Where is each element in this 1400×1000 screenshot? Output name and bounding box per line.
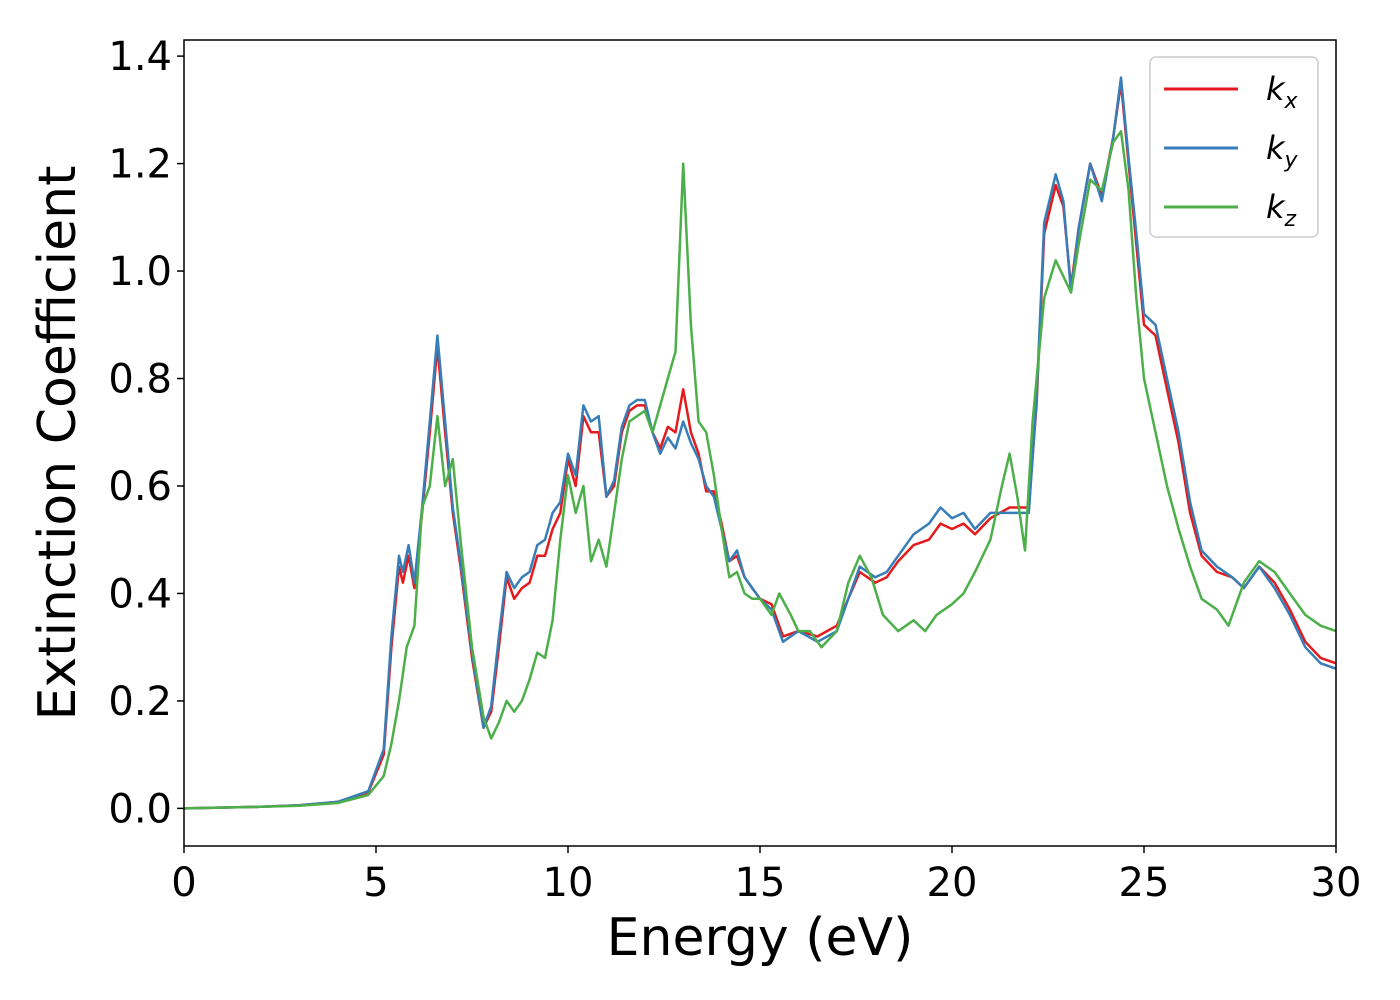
- legend-label-y: ky: [1266, 129, 1299, 173]
- y-axis-title: Extinction Coefficient: [28, 166, 88, 721]
- y-tick-label: 1.2: [108, 142, 172, 188]
- x-axis-title: Energy (eV): [607, 908, 914, 968]
- x-tick-label: 20: [927, 860, 978, 906]
- legend-label-z: kz: [1266, 188, 1297, 232]
- y-tick-label: 1.0: [108, 249, 172, 295]
- y-tick-label: 0.6: [108, 464, 172, 510]
- y-tick-label: 0.0: [108, 786, 172, 832]
- legend: kx ky kz: [1149, 56, 1319, 238]
- x-tick-label: 5: [363, 860, 388, 906]
- y-tick-label: 0.4: [108, 571, 172, 617]
- x-tick-label: 30: [1311, 860, 1362, 906]
- y-tick-label: 0.8: [108, 357, 172, 403]
- series-line-z: [183, 130, 1337, 810]
- y-tick-label: 1.4: [108, 34, 172, 80]
- x-axis-ticks: 0 5 10 15 20 25 30: [171, 846, 1361, 906]
- legend-label-x: kx: [1266, 70, 1299, 114]
- y-tick-label: 0.2: [108, 679, 172, 725]
- x-tick-label: 25: [1119, 860, 1170, 906]
- y-axis-ticks: 0.0 0.2 0.4 0.6 0.8 1.0 1.2 1.4: [108, 34, 184, 832]
- x-tick-label: 0: [171, 860, 196, 906]
- x-tick-label: 10: [543, 860, 594, 906]
- x-tick-label: 15: [735, 860, 786, 906]
- series-layer: [183, 76, 1337, 810]
